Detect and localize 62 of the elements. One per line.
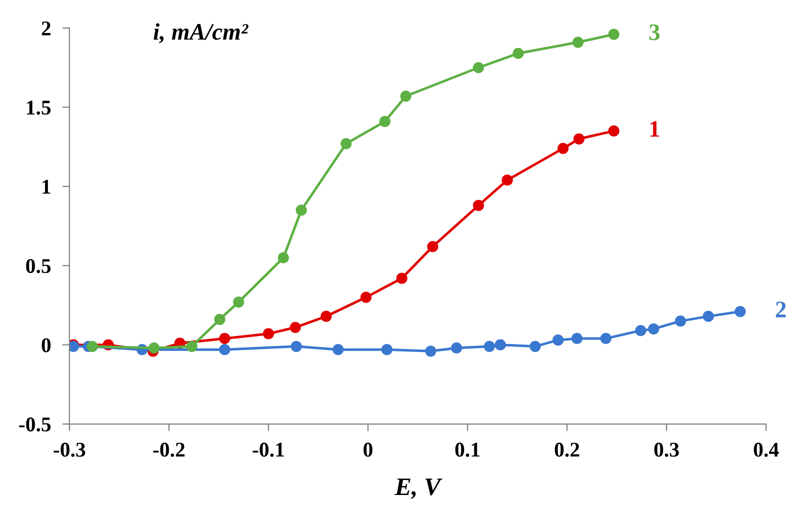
point: [233, 296, 244, 308]
x-tick-label: 0.1: [455, 442, 480, 457]
point: [674, 316, 686, 327]
point: [427, 241, 438, 252]
x-tick-label: 0: [364, 442, 372, 457]
series-label: 2: [776, 302, 786, 318]
point: [484, 340, 495, 352]
point: [340, 138, 352, 150]
point: [573, 133, 585, 144]
point: [600, 332, 612, 344]
point: [381, 344, 392, 356]
point: [262, 328, 274, 340]
y-tick-label: 2: [42, 21, 50, 36]
point: [572, 36, 584, 48]
point: [608, 125, 620, 137]
point: [472, 200, 484, 211]
point: [290, 340, 302, 352]
x-tick-label: -0.3: [54, 442, 86, 457]
point: [451, 342, 462, 354]
point: [320, 310, 332, 322]
point: [290, 322, 301, 333]
point: [219, 332, 230, 344]
point: [360, 292, 372, 303]
point: [552, 334, 564, 346]
point: [396, 272, 408, 284]
x-tick-label: -0.1: [252, 442, 284, 457]
point: [219, 344, 230, 356]
x-axis-title: E, V: [394, 478, 442, 499]
point: [571, 332, 583, 344]
point: [472, 62, 484, 74]
point: [502, 174, 513, 186]
point: [186, 340, 198, 352]
x-tick-label: 0.4: [754, 442, 779, 457]
y-tick-label: 1.5: [27, 100, 51, 115]
y-tick-label: 0: [42, 338, 51, 352]
point: [278, 252, 289, 264]
point: [400, 90, 412, 102]
point: [734, 306, 746, 318]
point: [512, 48, 524, 59]
point: [425, 346, 436, 357]
y-tick-label: -0.5: [19, 417, 51, 432]
y-tick-label: 1: [42, 180, 50, 194]
point: [214, 314, 226, 326]
x-tick-label: 0.3: [654, 442, 679, 457]
x-tick-label: -0.2: [153, 442, 185, 457]
point: [608, 28, 620, 40]
point: [648, 323, 660, 335]
point: [558, 142, 569, 154]
point: [86, 340, 98, 352]
point: [332, 344, 344, 356]
point: [635, 325, 646, 336]
point: [296, 204, 307, 216]
point: [148, 342, 160, 354]
point: [379, 116, 390, 128]
point: [702, 310, 714, 322]
y-axis-title: i, mA/cm²: [154, 23, 248, 44]
point: [494, 339, 506, 350]
point: [530, 340, 541, 352]
y-tick-label: 0.5: [26, 259, 51, 274]
x-tick-label: 0.2: [554, 442, 580, 457]
series-label: 3: [649, 24, 660, 40]
series-label: 1: [650, 121, 660, 137]
